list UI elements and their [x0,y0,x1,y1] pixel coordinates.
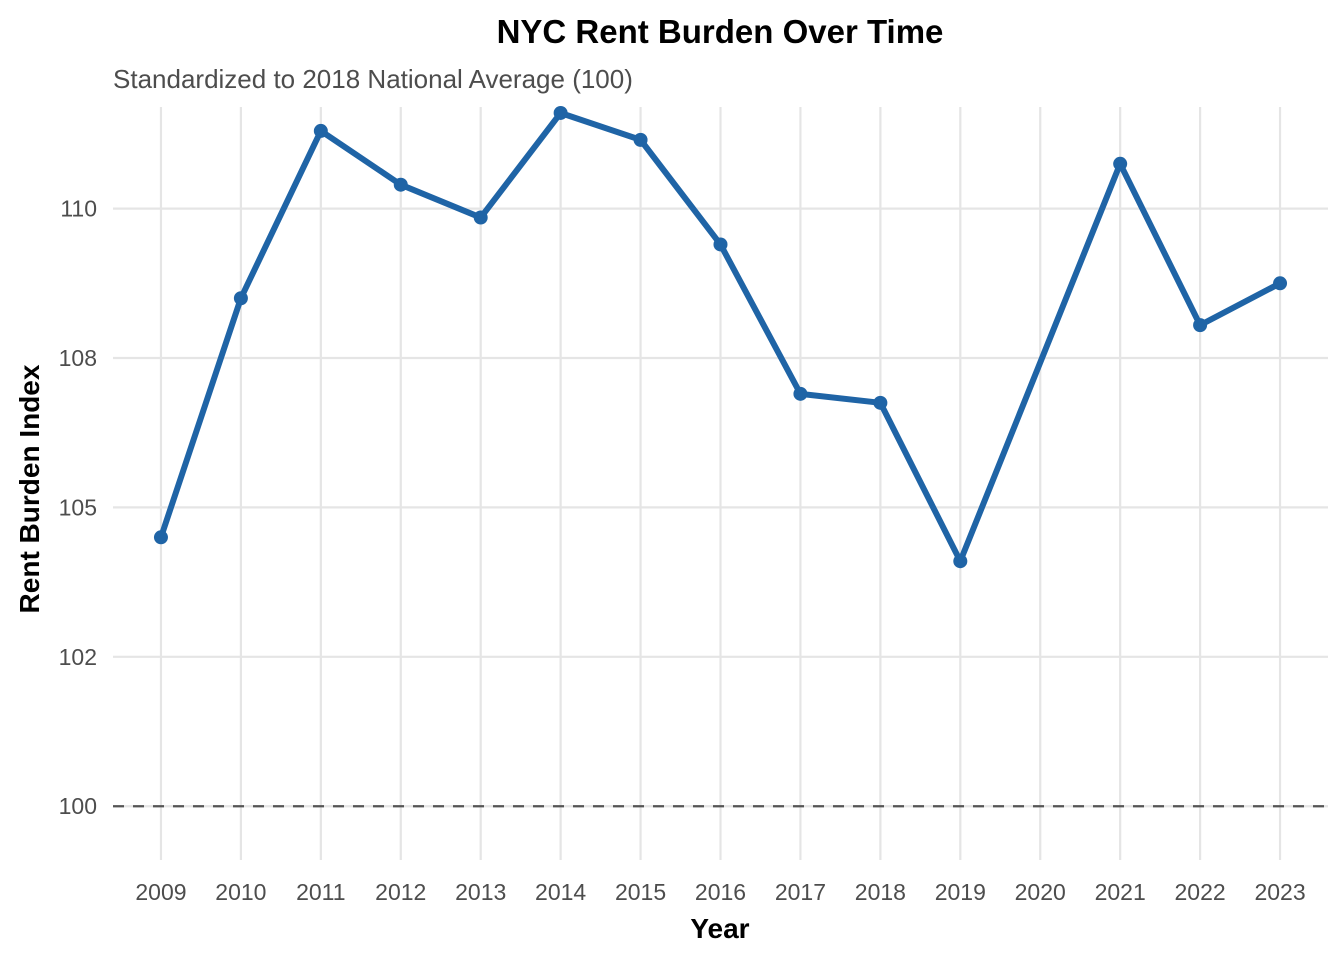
y-tick-label: 105 [59,494,97,520]
grid-layer [113,107,1328,860]
data-point [553,105,568,120]
x-axis-ticks: 2009 2010 2011 2012 2013 2014 2015 2016 2017 2018… [135,879,1305,905]
data-point [1193,318,1208,333]
x-tick-label: 2021 [1095,879,1146,905]
x-tick-label: 2019 [935,879,986,905]
data-point [1113,156,1128,171]
data-point [473,210,488,225]
x-tick-label: 2023 [1254,879,1305,905]
y-axis-ticks: 100 102 105 108 110 [59,196,97,820]
data-point [633,132,648,147]
y-tick-label: 110 [60,196,97,222]
x-tick-label: 2011 [296,879,345,905]
x-tick-label: 2014 [535,879,586,905]
series-line [157,109,1284,565]
data-point [153,530,168,545]
chart-title: NYC Rent Burden Over Time [497,13,944,50]
x-axis-title: Year [690,913,749,944]
y-tick-label: 108 [59,345,97,371]
data-point [233,291,248,306]
y-axis-title: Rent Burden Index [14,364,45,613]
data-point [953,554,968,569]
x-tick-label: 2016 [695,879,746,905]
x-tick-label: 2022 [1175,879,1226,905]
x-tick-label: 2017 [775,879,826,905]
x-tick-label: 2012 [375,879,426,905]
y-tick-label: 102 [59,644,97,670]
data-point [393,177,408,192]
data-point [1273,276,1288,291]
series-layer [157,109,1284,565]
y-tick-label: 100 [59,793,97,819]
x-tick-label: 2013 [455,879,506,905]
x-tick-label: 2009 [135,879,186,905]
points-layer [153,105,1288,569]
x-tick-label: 2020 [1015,879,1066,905]
x-tick-label: 2018 [855,879,906,905]
data-point [313,123,328,138]
data-point [793,386,808,401]
data-point [713,237,728,252]
chart-subtitle: Standardized to 2018 National Average (1… [113,64,633,94]
x-tick-label: 2010 [215,879,266,905]
x-tick-label: 2015 [615,879,666,905]
data-point [873,395,888,410]
